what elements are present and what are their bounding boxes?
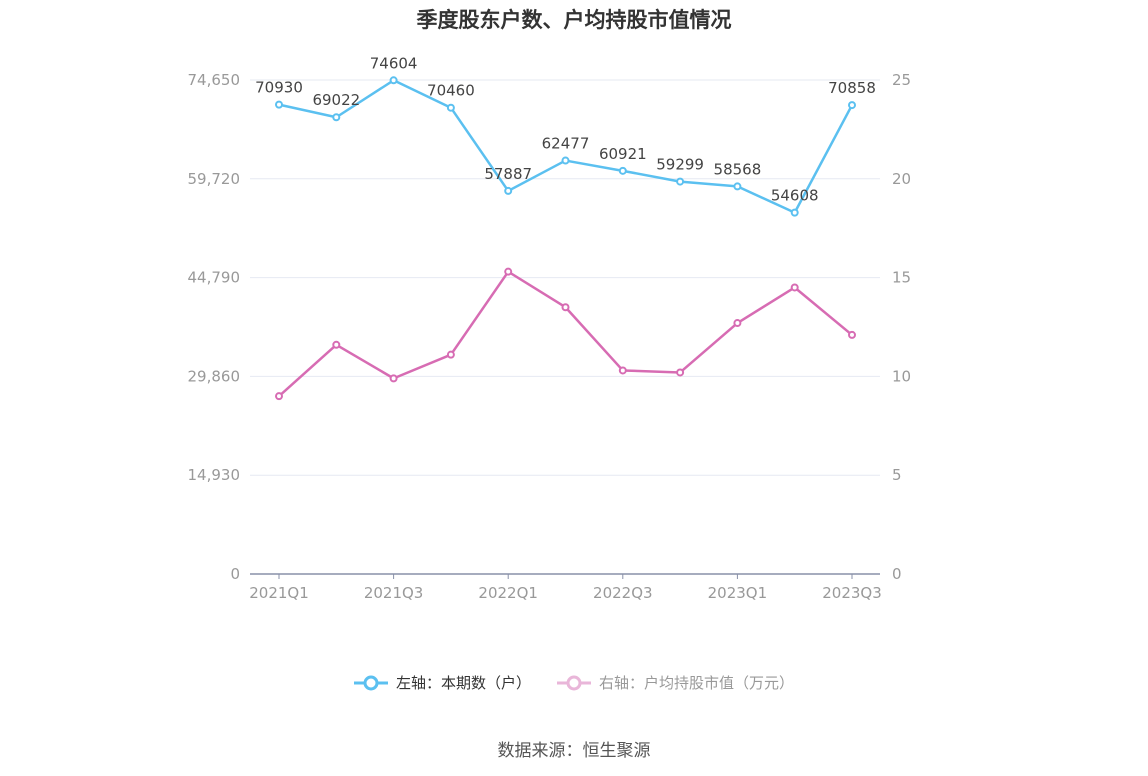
data-point-right — [618, 366, 627, 375]
data-label: 70930 — [255, 79, 303, 97]
data-point-left — [561, 156, 570, 165]
data-point-left — [389, 76, 398, 85]
data-point-left — [790, 208, 799, 217]
data-point-right — [275, 392, 283, 401]
data-label: 70858 — [828, 79, 876, 97]
data-point-right — [848, 330, 856, 339]
data-point-left — [446, 103, 455, 112]
data-point-left — [848, 101, 856, 110]
data-point-left — [332, 113, 341, 122]
data-point-left — [504, 186, 513, 195]
series — [275, 76, 856, 401]
y-right-tick-label: 20 — [892, 170, 911, 188]
data-point-right — [790, 283, 799, 292]
legend-right-label: 右轴：户均持股市值（万元） — [599, 674, 795, 692]
data-point-right — [389, 374, 398, 383]
legend-item-left[interactable]: 左轴：本期数（户） — [353, 672, 531, 693]
data-point-right — [733, 319, 742, 328]
data-label: 74604 — [370, 54, 418, 72]
series-line-right — [278, 270, 853, 398]
chart-title: 季度股东户数、户均持股市值情况 — [416, 8, 732, 32]
x-tick-label: 2021Q3 — [364, 584, 424, 602]
y-right-tick-label: 0 — [892, 565, 902, 583]
data-point-right — [504, 267, 513, 276]
y-left-tick-label: 14,930 — [188, 466, 241, 484]
data-point-right — [561, 303, 570, 312]
y-right-tick-label: 15 — [892, 269, 911, 287]
y-right-tick-label: 25 — [892, 71, 911, 89]
data-label: 57887 — [484, 165, 532, 183]
data-point-right — [676, 368, 685, 377]
data-point-left — [618, 166, 627, 175]
y-left-tick-label: 0 — [230, 565, 240, 583]
data-label: 70460 — [427, 82, 475, 100]
data-label: 58568 — [714, 160, 762, 178]
legend-left-line-icon — [353, 675, 388, 690]
x-tick-label: 2022Q1 — [478, 584, 538, 602]
legend-left-label: 左轴：本期数（户） — [395, 674, 531, 692]
legend: 左轴：本期数（户） 右轴：户均持股市值（万元） — [0, 672, 1148, 693]
axes: 0 0 14,930 5 29,860 10 44,790 15 59,720 20 74,650 2… — [188, 71, 912, 602]
data-point-right — [446, 350, 455, 359]
data-label: 69022 — [312, 91, 360, 109]
data-point-left — [676, 177, 685, 186]
source-note: 数据来源：恒生聚源 — [497, 741, 651, 761]
y-right-tick-label: 10 — [892, 367, 911, 385]
data-point-right — [332, 340, 341, 349]
grid-lines — [250, 79, 880, 476]
data-labels: 70930 69022 74604 70460 57887 62477 60921 59299… — [255, 54, 876, 204]
y-right-tick-label: 5 — [892, 466, 902, 484]
y-left-tick-label: 74,650 — [188, 71, 241, 89]
data-label: 60921 — [599, 145, 647, 163]
data-point-left — [275, 100, 283, 109]
legend-right-line-icon — [557, 675, 591, 690]
data-label: 62477 — [542, 135, 590, 153]
data-label: 54608 — [771, 187, 819, 205]
y-left-tick-label: 29,860 — [188, 367, 241, 385]
data-label: 59299 — [656, 156, 704, 174]
data-point-left — [733, 182, 742, 191]
x-tick-label: 2023Q3 — [822, 584, 882, 602]
y-left-tick-label: 44,790 — [188, 269, 241, 287]
legend-item-right[interactable]: 右轴：户均持股市值（万元） — [557, 672, 794, 693]
x-tick-label: 2021Q1 — [249, 584, 309, 602]
y-left-tick-label: 59,720 — [188, 170, 241, 188]
x-tick-label: 2023Q1 — [708, 584, 768, 602]
x-tick-label: 2022Q3 — [593, 584, 653, 602]
